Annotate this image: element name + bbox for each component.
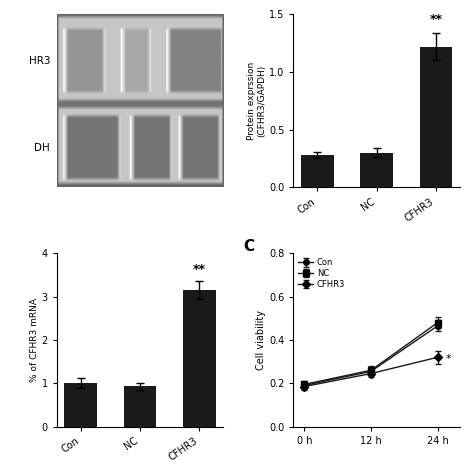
Text: HR3: HR3 [29, 56, 50, 66]
Text: C: C [243, 239, 255, 255]
Text: *: * [446, 355, 452, 365]
Bar [64, 383, 97, 427]
Text: **: ** [193, 263, 206, 276]
Y-axis label: Protein exprssion
(CFHR3/GAPDH): Protein exprssion (CFHR3/GAPDH) [246, 62, 266, 140]
Bar [301, 155, 334, 188]
Y-axis label: % of CFHR3 mRNA: % of CFHR3 mRNA [30, 298, 39, 382]
Bar [183, 290, 216, 427]
Text: DH: DH [35, 143, 50, 153]
Bar [419, 46, 452, 188]
Text: **: ** [429, 13, 442, 26]
Y-axis label: Cell viability: Cell viability [256, 310, 266, 370]
Legend: Con, NC, CFHR3: Con, NC, CFHR3 [298, 257, 346, 290]
Bar [360, 153, 393, 188]
Bar [124, 386, 156, 427]
